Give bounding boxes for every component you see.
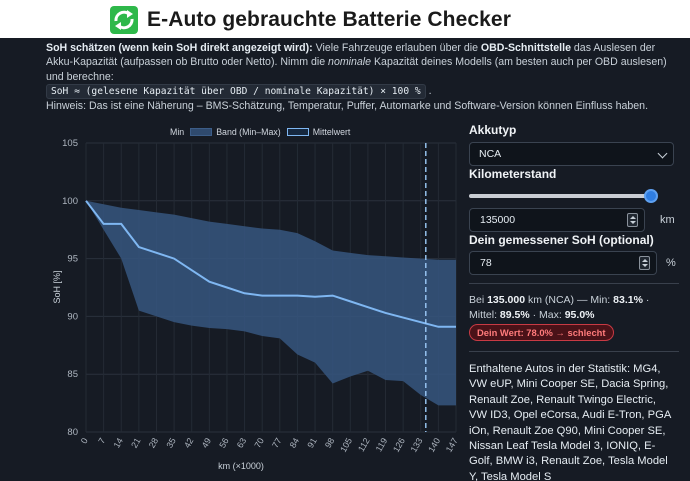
x-axis-label: km (×1000) [218, 461, 264, 471]
cars-list-text: Enthaltene Autos in der Statistik: MG4, … [469, 363, 671, 481]
result-summary: Bei 135.000 km (NCA) — Min: 83.1% · Mitt… [469, 293, 679, 323]
legend-swatch-mean [286, 128, 309, 136]
result-text: km (NCA) — Min: [525, 294, 614, 306]
y-tick-label: 105 [62, 138, 78, 149]
y-tick-label: 95 [67, 254, 78, 265]
x-tick-label: 63 [235, 436, 249, 450]
soh-formula: SoH ≈ (gelesene Kapazität über OBD / nom… [46, 83, 426, 99]
result-km: 135.000 [487, 294, 526, 306]
status-badge: Dein Wert: 78.0% → schlecht [469, 324, 614, 341]
x-tick-label: 14 [111, 436, 125, 450]
y-tick-label: 85 [67, 369, 78, 380]
result-mean: 89.5% [499, 309, 530, 321]
x-tick-label: 49 [200, 436, 214, 450]
soh-input[interactable]: 78 [469, 251, 657, 275]
km-label: Kilometerstand [469, 167, 557, 181]
recycle-arrows-icon [110, 6, 138, 34]
info-text-3: Kapazität deines Modells (am besten auch… [46, 56, 667, 83]
result-text: · Max: [529, 309, 565, 321]
result-min: 83.1% [613, 294, 643, 306]
x-tick-label: 56 [217, 436, 231, 450]
legend-item-min[interactable]: Min [170, 127, 184, 137]
page-title: E-Auto gebrauchte Batterie Checker [147, 8, 511, 31]
y-tick-label: 90 [67, 311, 78, 322]
x-tick-label: 147 [444, 436, 460, 454]
km-input-value: 135000 [480, 214, 516, 226]
soh-spin-buttons[interactable] [639, 256, 650, 270]
km-slider[interactable] [469, 188, 659, 204]
soh-input-label: Dein gemessener SoH (optional) [469, 233, 654, 247]
x-tick-label: 126 [391, 436, 407, 454]
km-spin-buttons[interactable] [627, 213, 638, 227]
x-axis-ticks: 0 7 14 21 28 35 42 49 56 63 70 77 84 91 98 105 112 119 126… [79, 436, 460, 454]
x-tick-label: 21 [129, 436, 143, 450]
divider [469, 351, 679, 352]
akkutyp-selected-value: NCA [479, 148, 502, 160]
chevron-down-icon [657, 148, 668, 159]
info-hint: Hinweis: Das ist eine Näherung – BMS-Sch… [46, 99, 649, 112]
legend-item-band[interactable]: Band (Min–Max) [190, 127, 281, 137]
x-tick-label: 42 [182, 436, 196, 450]
x-tick-label: 28 [147, 436, 161, 450]
info-obd: OBD-Schnittstelle [480, 42, 571, 54]
formula-end: . [428, 84, 432, 97]
km-slider-thumb[interactable] [644, 189, 659, 203]
soh-chart: Min Band (Min–Max) Mittelwert 80 85 90 95 10… [30, 120, 460, 475]
x-tick-label: 119 [374, 436, 390, 453]
x-tick-label: 98 [323, 436, 337, 450]
divider [469, 283, 679, 284]
x-tick-label: 84 [288, 436, 302, 450]
x-tick-label: 0 [79, 436, 90, 445]
mean-series-line [85, 200, 456, 328]
x-tick-label: 91 [305, 436, 319, 450]
x-tick-label: 35 [164, 436, 178, 450]
soh-info-box: SoH schätzen (wenn kein SoH direkt angez… [46, 41, 676, 113]
soh-input-value: 78 [480, 257, 492, 269]
y-tick-label: 100 [62, 196, 78, 207]
x-tick-label: 77 [270, 436, 284, 450]
page-header: E-Auto gebrauchte Batterie Checker [0, 0, 690, 38]
km-unit: km [660, 214, 675, 226]
y-tick-label: 80 [67, 427, 78, 438]
info-text-2: das Auslesen der Akku-Kapazität (aufpass… [46, 42, 656, 69]
km-slider-track[interactable] [469, 194, 655, 198]
y-axis-label: SoH [%] [52, 270, 62, 303]
info-text-1: Viele Fahrzeuge erlauben über die [312, 42, 481, 54]
legend-label-band: Band (Min–Max) [216, 127, 281, 137]
akkutyp-select[interactable]: NCA [469, 142, 674, 166]
min-max-band [86, 200, 456, 406]
result-max: 95.0% [564, 309, 595, 321]
x-tick-label: 112 [356, 436, 372, 453]
legend-item-mean[interactable]: Mittelwert [286, 127, 351, 137]
info-nominal: nominale [328, 56, 372, 69]
legend-label-mean: Mittelwert [312, 127, 351, 137]
x-tick-label: 105 [338, 436, 354, 454]
result-text: Bei [469, 294, 488, 306]
legend-swatch-band [190, 128, 213, 136]
info-heading: SoH schätzen (wenn kein SoH direkt angez… [46, 42, 313, 54]
y-axis-ticks: 80 85 90 95 100 105 [62, 138, 78, 438]
legend-label-min: Min [170, 127, 185, 137]
x-tick-label: 133 [409, 436, 425, 454]
soh-unit: % [666, 257, 676, 269]
chart-legend[interactable]: Min Band (Min–Max) Mittelwert [170, 127, 350, 137]
result-text: · Mittel: [469, 294, 650, 321]
km-input[interactable]: 135000 [469, 208, 645, 232]
x-tick-label: 7 [96, 436, 107, 445]
x-tick-label: 140 [426, 436, 442, 454]
akkutyp-label: Akkutyp [469, 123, 517, 137]
x-tick-label: 70 [252, 436, 266, 450]
header-title-group: E-Auto gebrauchte Batterie Checker [110, 5, 511, 35]
